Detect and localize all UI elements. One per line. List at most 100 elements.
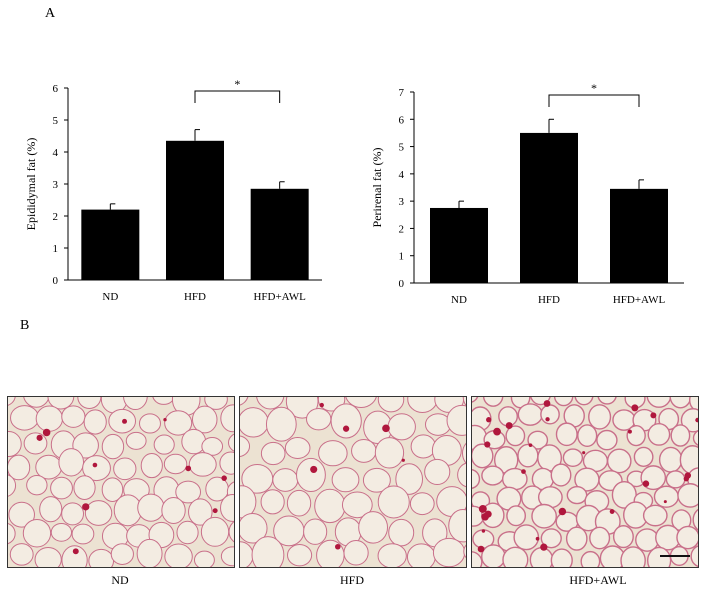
- perirenal-fat-chart: 0 1 2 3 4 5 6 7 Perirenal fat (%) ND HFD HFD+AWL *: [370, 81, 684, 306]
- adipocyte: [517, 443, 539, 468]
- stain-spot: [122, 418, 128, 424]
- significance-star: *: [234, 77, 240, 91]
- y-tick-label: 1: [53, 243, 59, 255]
- adipocyte: [181, 428, 207, 455]
- y-axis-label: Epididymal fat (%): [24, 138, 38, 231]
- stain-spot: [319, 402, 324, 408]
- adipocyte: [341, 491, 373, 519]
- adipocyte: [8, 431, 22, 458]
- adipose-tissue-image-nd: [8, 397, 234, 567]
- adipocyte: [8, 454, 31, 481]
- adipocyte: [647, 423, 671, 446]
- adipocyte: [562, 448, 584, 467]
- stain-spot: [540, 543, 548, 551]
- adipocyte: [472, 468, 481, 489]
- stain-spot: [505, 422, 513, 430]
- adipocyte: [137, 493, 165, 522]
- adipocyte: [10, 405, 40, 431]
- adipocyte: [204, 397, 228, 410]
- adipocyte: [612, 525, 634, 549]
- adipocyte: [318, 440, 348, 467]
- adipocyte: [566, 486, 588, 505]
- adipocyte: [388, 518, 415, 547]
- stain-spot: [545, 417, 550, 422]
- stain-spot: [163, 418, 167, 422]
- adipocyte: [377, 397, 405, 413]
- adipocyte: [642, 504, 668, 527]
- adipocyte: [688, 397, 698, 413]
- adipocyte: [219, 451, 234, 475]
- stain-spot: [650, 412, 657, 419]
- adipocyte: [23, 432, 48, 455]
- adipocyte: [481, 465, 505, 486]
- stain-spot: [401, 458, 405, 462]
- epididymal-fat-chart: 0 1 2 3 4 5 6 Epididymal fat (%) ND HFD HFD+AWL *: [24, 77, 322, 303]
- adipocyte: [387, 413, 416, 441]
- adipocyte: [256, 397, 285, 410]
- adipocyte: [71, 523, 95, 545]
- stain-spot: [528, 443, 533, 448]
- adipocyte: [82, 455, 111, 482]
- adipocyte: [110, 543, 134, 565]
- adipocyte: [265, 406, 297, 442]
- stain-spot: [521, 469, 526, 474]
- adipocyte: [588, 404, 612, 430]
- adipocyte: [395, 463, 424, 495]
- adipocyte: [358, 511, 389, 544]
- stain-spot: [36, 434, 43, 441]
- stain-spot: [582, 451, 586, 455]
- adipocyte: [513, 524, 540, 551]
- adipocyte: [606, 448, 632, 474]
- bar-hfd-awl: [250, 188, 309, 280]
- significance-bracket: [548, 94, 640, 107]
- adipocyte: [228, 433, 234, 452]
- adipocyte: [424, 458, 451, 486]
- adipocyte: [330, 403, 362, 439]
- adipocyte: [286, 543, 313, 567]
- adipocyte: [161, 496, 186, 525]
- y-tick-label: 2: [399, 223, 405, 235]
- adipocyte: [88, 548, 115, 567]
- adipocyte: [39, 496, 63, 523]
- adipocyte: [692, 508, 698, 531]
- adipocyte: [550, 463, 572, 487]
- bar-nd: [430, 207, 488, 283]
- y-tick-label: 3: [399, 196, 405, 208]
- adipocyte: [61, 405, 86, 428]
- adipocyte: [61, 502, 84, 526]
- stain-spot: [695, 417, 698, 423]
- stain-spot: [477, 545, 485, 553]
- adipocyte: [73, 475, 96, 500]
- y-tick-label: 2: [53, 211, 59, 223]
- stain-spot: [478, 505, 487, 513]
- y-tick-label: 6: [399, 114, 405, 126]
- micrograph-hfd-awl: [471, 396, 699, 568]
- y-tick-label: 1: [399, 251, 405, 263]
- adipocyte: [529, 547, 554, 567]
- adipocyte: [8, 474, 17, 497]
- adipocyte: [220, 546, 234, 567]
- stain-spot: [663, 500, 667, 504]
- adipocyte: [26, 474, 48, 496]
- adipocyte: [553, 397, 574, 407]
- micrograph-label-hfd: HFD: [339, 573, 364, 587]
- adipocyte: [22, 518, 52, 548]
- adipocyte: [164, 410, 193, 436]
- stain-spot: [642, 480, 650, 487]
- adipocyte: [574, 397, 594, 406]
- adipocyte: [188, 452, 217, 477]
- adipocyte: [240, 397, 249, 406]
- adipocyte: [457, 462, 466, 488]
- stain-spot: [484, 510, 492, 518]
- adipocyte: [228, 521, 234, 543]
- adipocyte: [164, 543, 193, 567]
- adipocyte: [284, 437, 311, 459]
- adipocyte: [123, 397, 148, 411]
- panel-a-label: A: [45, 6, 56, 21]
- adipocyte: [8, 522, 16, 545]
- adipocyte: [462, 442, 466, 464]
- x-tick-label: ND: [102, 291, 118, 303]
- adipose-tissue-image-hfd-awl: [472, 397, 698, 567]
- adipocyte: [540, 404, 560, 425]
- adipocyte: [200, 516, 230, 547]
